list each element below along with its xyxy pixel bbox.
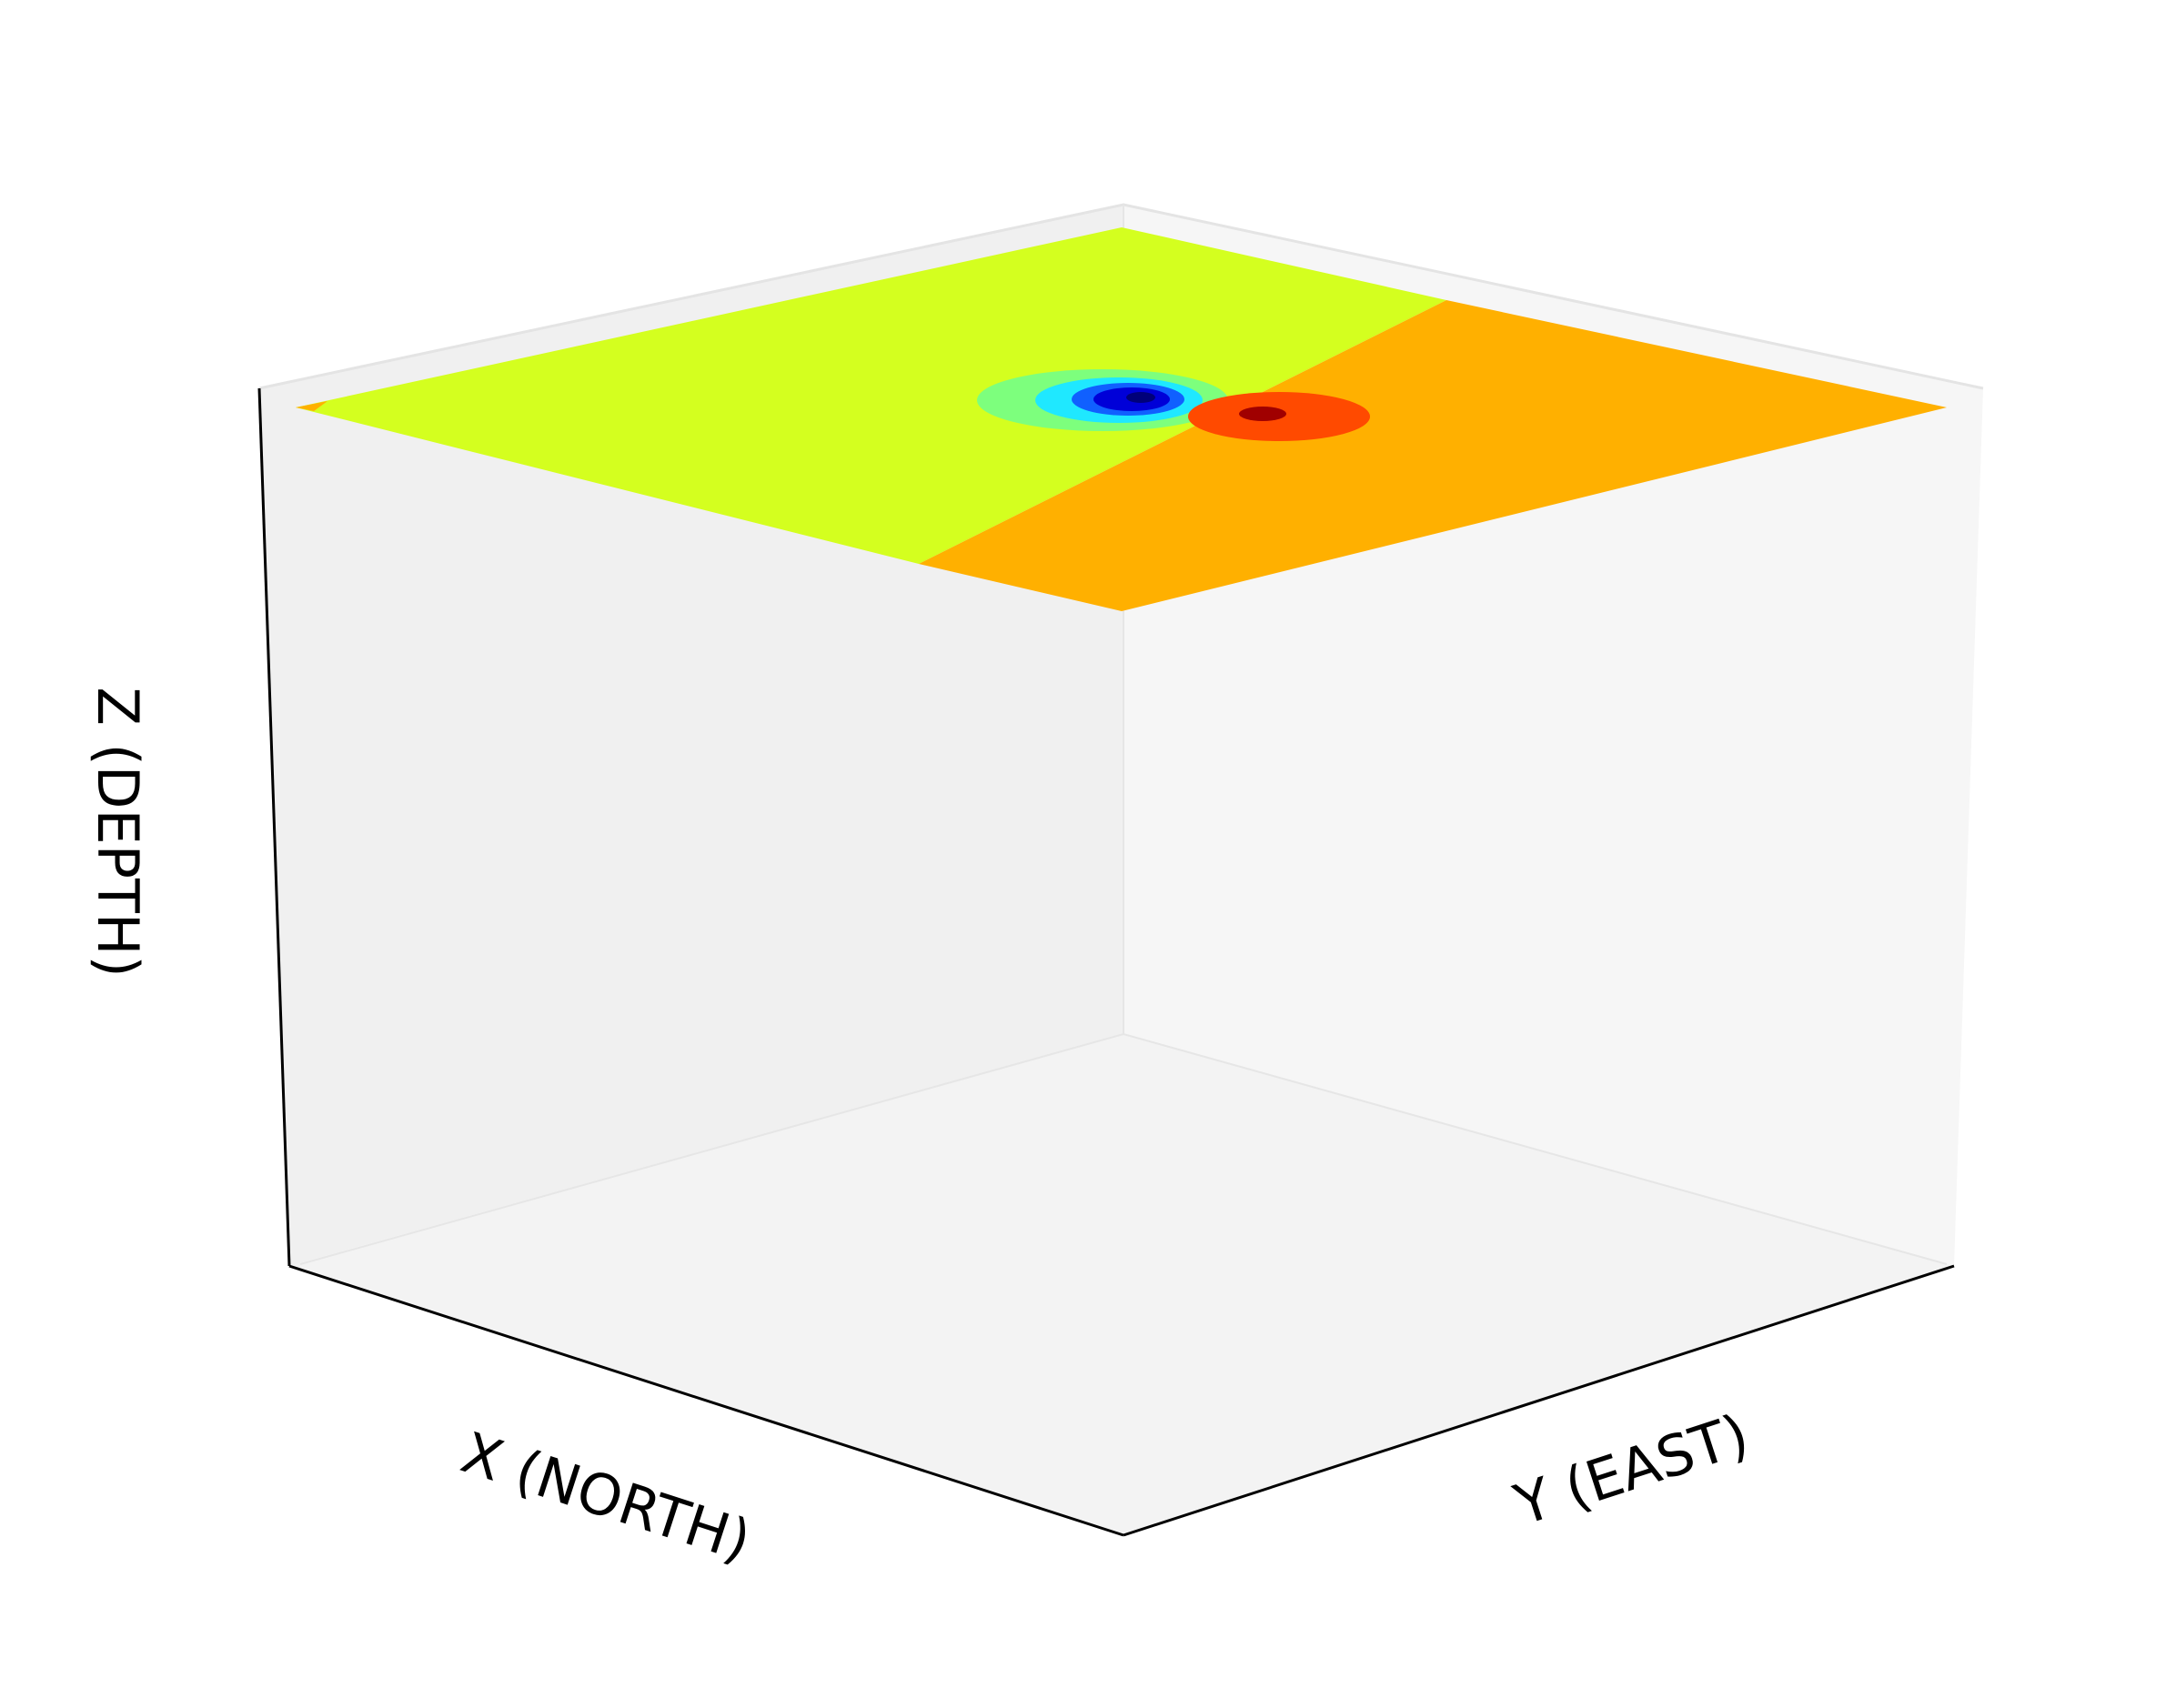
- floor-pane: [289, 1034, 1954, 1535]
- axis-lines: [257, 387, 1955, 1537]
- contour-region-low: [296, 227, 1446, 564]
- positive-anomaly: [1188, 392, 1370, 441]
- back-edge-bottom: [299, 1032, 1948, 1265]
- x-axis-label: X (NORTH): [454, 1419, 759, 1574]
- y-axis-line: [1123, 1264, 1955, 1537]
- z-axis-line: [257, 387, 291, 1267]
- contour-level-5: [1126, 392, 1155, 403]
- z-axis-label: Z (DEPTH): [85, 687, 151, 977]
- negative-anomaly: [977, 369, 1228, 431]
- contour-level-7: [1239, 407, 1286, 421]
- y-axis-label: Y (EAST): [1506, 1401, 1756, 1539]
- contour-corner-sliver: [296, 401, 327, 411]
- x-axis-line: [288, 1264, 1124, 1537]
- contour-surface: [296, 227, 1947, 611]
- contour-region-high: [919, 300, 1947, 611]
